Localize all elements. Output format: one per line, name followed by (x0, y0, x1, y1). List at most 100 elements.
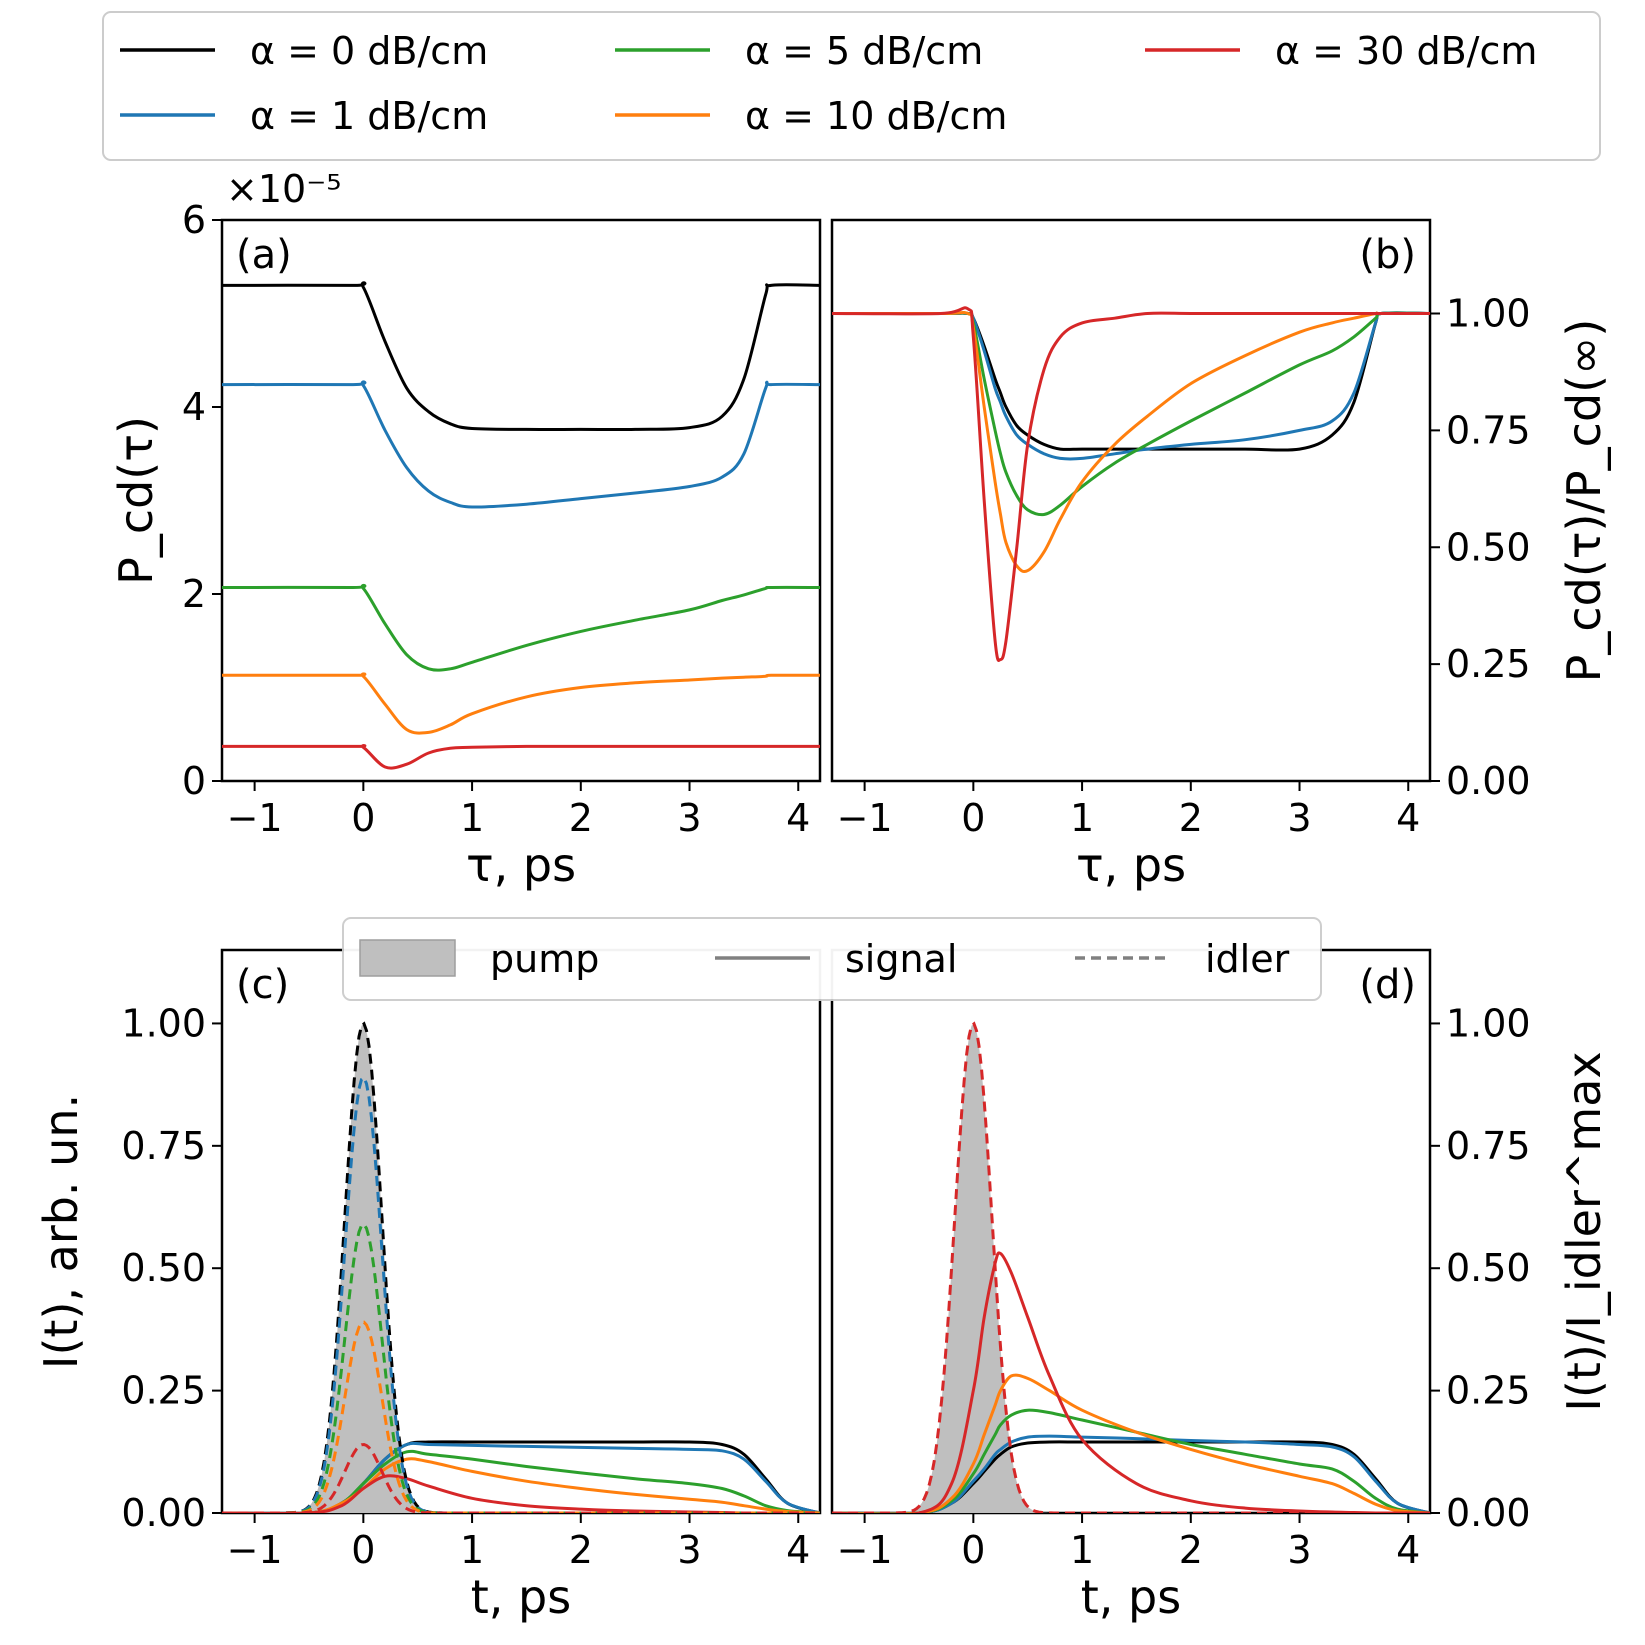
series-line (832, 310, 1430, 574)
panel-label: (c) (236, 962, 289, 1008)
series-line (222, 380, 820, 509)
series-line (832, 311, 1430, 461)
x-tick-label: 1 (460, 1528, 484, 1572)
y-tick-label: 0 (182, 759, 206, 803)
style-legend: pump signal idler (342, 917, 1322, 1001)
style-legend-entry: signal (715, 937, 957, 981)
signal-line (222, 1449, 820, 1513)
y-tick-label: 1.00 (121, 1001, 206, 1045)
panel-c: −1 0 1 2 3 4 0.00 0.25 0.50 0.75 1.00 t, ps I(t), ar… (34, 948, 822, 1624)
idler-line (222, 1075, 820, 1513)
series-line (832, 306, 1430, 663)
x-tick-label: 3 (677, 1528, 701, 1572)
series-line (222, 281, 820, 432)
series-line (832, 311, 1430, 517)
plot-frame (220, 948, 822, 1515)
x-tick-label: 0 (351, 796, 375, 840)
x-axis-label: t, ps (471, 1570, 571, 1624)
x-tick-label: 2 (569, 796, 593, 840)
panel-b: −1 0 1 2 3 4 0.00 0.25 0.50 0.75 1.00 τ, ps P_cd(τ)/… (830, 218, 1611, 892)
y-tick-label: 0.25 (1446, 642, 1531, 686)
signal-line (832, 1408, 1430, 1513)
y-scale-label: ×10⁻⁵ (226, 167, 341, 211)
y-tick-label: 0.00 (1446, 1491, 1531, 1535)
x-tick-label: 0 (961, 796, 985, 840)
style-legend-frame (342, 917, 1322, 1001)
series-group (222, 1021, 820, 1513)
x-tick-label: 3 (1287, 796, 1311, 840)
y-tick-label: 6 (182, 198, 206, 242)
x-tick-label: 2 (1179, 1528, 1203, 1572)
y-axis-label: I(t)/I_idler^max (1557, 1051, 1611, 1411)
legend-entry: α = 5 dB/cm (615, 29, 983, 73)
signal-line (832, 1373, 1430, 1513)
y-tick-label: 0.50 (121, 1246, 206, 1290)
legend-entry: α = 0 dB/cm (120, 29, 488, 73)
signal-line (832, 1440, 1430, 1513)
pump-area (222, 1023, 820, 1513)
x-tick-label: 2 (1179, 796, 1203, 840)
style-legend-label: signal (845, 937, 957, 981)
pump-swatch (359, 939, 456, 977)
x-tick-label: 3 (1287, 1528, 1311, 1572)
series-group (832, 306, 1430, 663)
x-tick-label: 2 (569, 1528, 593, 1572)
y-tick-label: 1.00 (1446, 292, 1531, 336)
series-line (222, 672, 820, 735)
plot-frame (220, 218, 822, 783)
idler-line (222, 1320, 820, 1513)
pump-area (832, 1023, 1430, 1513)
x-tick-label: 3 (677, 796, 701, 840)
signal-line (222, 1474, 820, 1513)
idler-line (222, 1442, 820, 1513)
legend-entry: α = 30 dB/cm (1145, 29, 1537, 73)
panel-d: −1 0 1 2 3 4 0.00 0.25 0.50 0.75 1.00 t, ps I(t)/I_i… (830, 948, 1611, 1624)
y-tick-label: 0.00 (1446, 759, 1531, 803)
series-line (222, 744, 820, 770)
legend-label: α = 5 dB/cm (745, 29, 983, 73)
panel-label: (a) (236, 232, 292, 278)
x-axis-label: t, ps (1081, 1570, 1181, 1624)
signal-line (832, 1434, 1430, 1513)
x-tick-label: 0 (351, 1528, 375, 1572)
legend-label: α = 30 dB/cm (1275, 29, 1537, 73)
x-tick-label: 4 (1396, 796, 1420, 840)
y-tick-label: 0.75 (1446, 408, 1531, 452)
idler-line (222, 1021, 820, 1513)
y-axis-label: P_cd(τ) (109, 416, 163, 585)
y-axis-label: P_cd(τ)/P_cd(∞) (1557, 319, 1611, 683)
x-axis-label: τ, ps (1076, 838, 1186, 892)
legend-label: α = 0 dB/cm (250, 29, 488, 73)
style-legend-label: idler (1205, 937, 1290, 981)
x-axis-label: τ, ps (466, 838, 576, 892)
idler-line (222, 1222, 820, 1513)
series-line (222, 583, 820, 672)
x-tick-label: −1 (837, 796, 893, 840)
y-tick-label: 1.00 (1446, 1001, 1531, 1045)
x-tick-label: 4 (786, 796, 810, 840)
series-group (222, 281, 820, 770)
y-tick-label: 4 (182, 385, 206, 429)
y-tick-label: 0.50 (1446, 1246, 1531, 1290)
x-tick-label: 0 (961, 1528, 985, 1572)
panel-label: (b) (1359, 232, 1416, 278)
plot-frame (830, 948, 1432, 1515)
panel-a: −1 0 1 2 3 4 0 2 4 6 τ, ps P_cd(τ) (a) ×10⁻⁵ (109, 167, 822, 892)
top-legend: α = 0 dB/cm α = 1 dB/cm α = 5 dB/cm α = 10 … (102, 11, 1601, 161)
y-tick-label: 0.50 (1446, 525, 1531, 569)
x-tick-label: 1 (1070, 1528, 1094, 1572)
y-tick-label: 0.75 (121, 1124, 206, 1168)
y-tick-label: 0.75 (1446, 1124, 1531, 1168)
x-tick-label: 4 (786, 1528, 810, 1572)
plot-frame (830, 218, 1432, 783)
x-tick-label: −1 (227, 1528, 283, 1572)
x-tick-label: −1 (227, 796, 283, 840)
style-legend-entry: pump (359, 937, 599, 981)
legend-entry: α = 10 dB/cm (615, 94, 1007, 138)
legend-label: α = 1 dB/cm (250, 94, 488, 138)
style-legend-label: pump (490, 937, 599, 981)
x-tick-label: 4 (1396, 1528, 1420, 1572)
x-tick-label: 1 (460, 796, 484, 840)
series-group (832, 1021, 1430, 1513)
